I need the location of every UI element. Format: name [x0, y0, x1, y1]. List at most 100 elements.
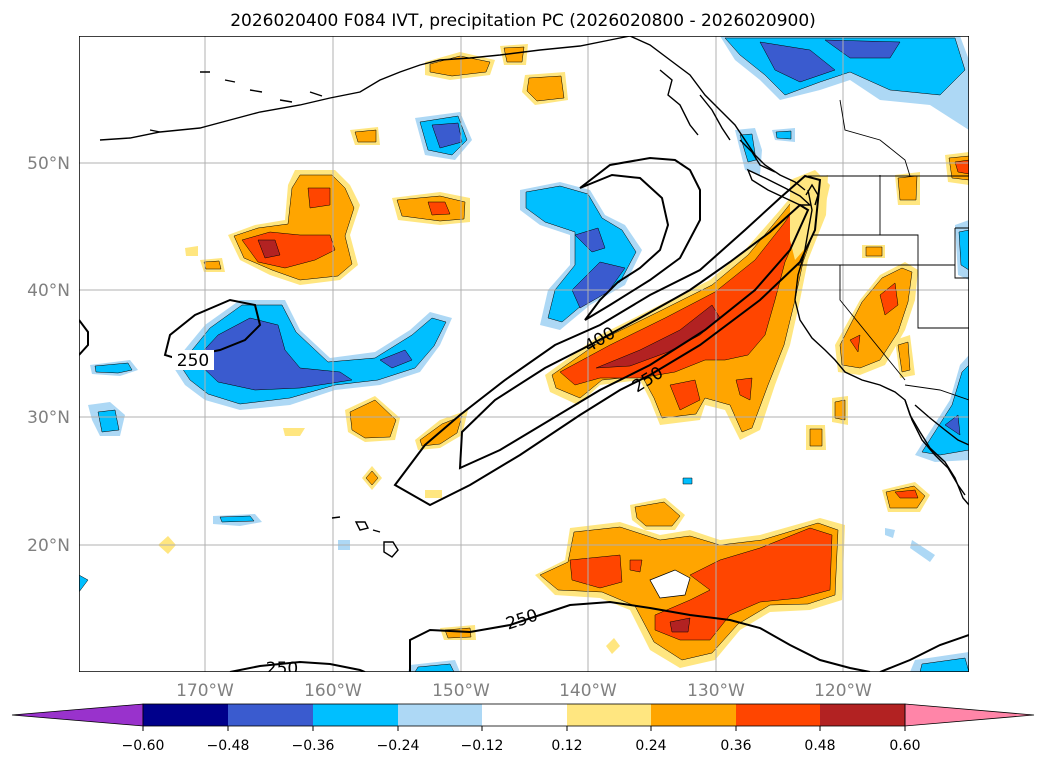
shade-neg-mid	[97, 409, 120, 433]
colorbar-frame	[142, 703, 906, 727]
state-border	[798, 264, 969, 329]
lon-label: 140°W	[559, 681, 617, 701]
ivt-contour-400	[458, 203, 810, 470]
colorbar-tick-label: −0.24	[377, 738, 420, 754]
shade-neg-strong	[194, 317, 353, 391]
shade-neg-strong	[759, 41, 836, 83]
ivt-contour-250-west-edge	[79, 319, 89, 356]
state-border	[954, 227, 969, 279]
hawaii-islands	[331, 516, 399, 558]
lon-label: 160°W	[304, 681, 362, 701]
shade-neg-strong	[379, 349, 413, 369]
shade-pos-mid	[203, 260, 222, 270]
graticule	[79, 36, 969, 672]
colorbar-segment	[228, 704, 313, 726]
province-border	[839, 99, 911, 177]
shade-pos-mid	[897, 175, 918, 201]
ivt-label-aleutian: 250	[177, 351, 209, 371]
colorbar-segment	[567, 704, 651, 726]
colorbar-segment	[820, 704, 905, 726]
ivt-contour-250-south	[409, 600, 871, 672]
ivt-contour-250-southeast	[879, 634, 969, 672]
colorbar-segment	[651, 704, 736, 726]
shade-pos-strong	[735, 377, 753, 401]
shade-neg-strong	[824, 39, 901, 59]
shade-neg-strong	[944, 414, 961, 436]
alaska-panhandle-coast	[629, 36, 806, 191]
shade-neg-mid	[219, 515, 255, 523]
aleutian-coast	[99, 36, 631, 141]
colorbar-segment	[313, 704, 398, 726]
lon-label: 120°W	[814, 681, 872, 701]
shade-pos-strong	[307, 187, 331, 209]
shade-pos-weak	[606, 638, 620, 654]
shade-pos-mid	[526, 75, 565, 102]
colorbar-tick-label: −0.60	[122, 738, 165, 754]
shade-pos-mid	[503, 46, 525, 63]
colorbar-segment	[398, 704, 482, 726]
us-mexico-border	[904, 384, 969, 401]
colorbar-tick-label: −0.48	[207, 738, 250, 754]
colorbar-extend-high	[904, 703, 1035, 727]
shade-pos-max	[257, 239, 281, 259]
colorbar-segment	[482, 704, 567, 726]
shade-pos-weak	[790, 170, 830, 260]
shade-neg-mid	[79, 574, 89, 593]
colorbar-tick-label: 0.48	[804, 738, 835, 754]
shade-pos-mid	[897, 341, 911, 373]
shade-neg-strong	[571, 261, 626, 309]
shade-neg-mid	[958, 229, 969, 271]
shade-pos-strong	[629, 559, 643, 573]
colorbar-segment	[143, 704, 228, 726]
lon-label: 170°W	[176, 681, 234, 701]
shade-pos-mid	[429, 55, 491, 77]
vancouver-island	[746, 168, 812, 206]
latitude-labels: 50°N 40°N 30°N 20°N	[27, 154, 70, 556]
shade-pos-mid	[354, 129, 377, 143]
shade-pos-mid	[634, 501, 681, 527]
colorbar-ticks	[142, 726, 906, 731]
map-panel: 250 400 250 250 250	[79, 36, 969, 679]
shade-neg-mid	[682, 477, 693, 485]
colorbar-tick-label: −0.12	[461, 738, 504, 754]
shade-pos-strong	[669, 379, 701, 411]
colorbar: −0.60 −0.48 −0.36 −0.24 −0.12 0.12 0.24 …	[11, 703, 1035, 754]
puget-sound	[805, 183, 819, 206]
shade-pos-mid	[365, 470, 379, 486]
shade-pos-mid	[444, 627, 472, 639]
colorbar-tick-label: 0.36	[720, 738, 751, 754]
ivt-label-250-southwest: 250	[266, 659, 298, 679]
shade-pos-weak	[283, 428, 305, 436]
state-border	[839, 265, 906, 381]
lat-label: 30°N	[27, 408, 70, 428]
negative-shading	[79, 36, 969, 672]
ivt-contour-250-north	[393, 174, 822, 507]
lat-label: 50°N	[27, 154, 70, 174]
shade-pos-strong	[894, 489, 919, 499]
baja-peninsula	[904, 399, 969, 496]
lat-label: 40°N	[27, 281, 70, 301]
colorbar-tick-label: −0.36	[292, 738, 335, 754]
lon-label: 150°W	[432, 681, 490, 701]
lat-label: 20°N	[27, 536, 70, 556]
colorbar-tick-label: 0.24	[635, 738, 666, 754]
shade-pos-mid	[349, 399, 397, 439]
shade-pos-strong	[569, 554, 623, 589]
shade-pos-strong	[654, 527, 833, 641]
colorbar-tick-label: 0.12	[551, 738, 582, 754]
shade-neg-weak	[885, 528, 895, 538]
colorbar-extend-low	[11, 703, 144, 727]
aleutian-islands	[149, 71, 323, 133]
shade-gap	[649, 569, 691, 599]
shade-neg-mid	[94, 362, 133, 374]
shade-pos-strong	[427, 201, 451, 216]
shade-pos-strong	[879, 282, 899, 316]
bc-islands	[659, 69, 776, 173]
state-border	[880, 234, 955, 266]
figure-title: 2026020400 F084 IVT, precipitation PC (2…	[230, 11, 816, 31]
shade-neg-strong	[431, 122, 463, 149]
shade-neg-mid	[775, 130, 792, 140]
shade-pos-mid	[865, 246, 883, 257]
colorbar-tick-labels: −0.60 −0.48 −0.36 −0.24 −0.12 0.12 0.24 …	[122, 738, 921, 754]
